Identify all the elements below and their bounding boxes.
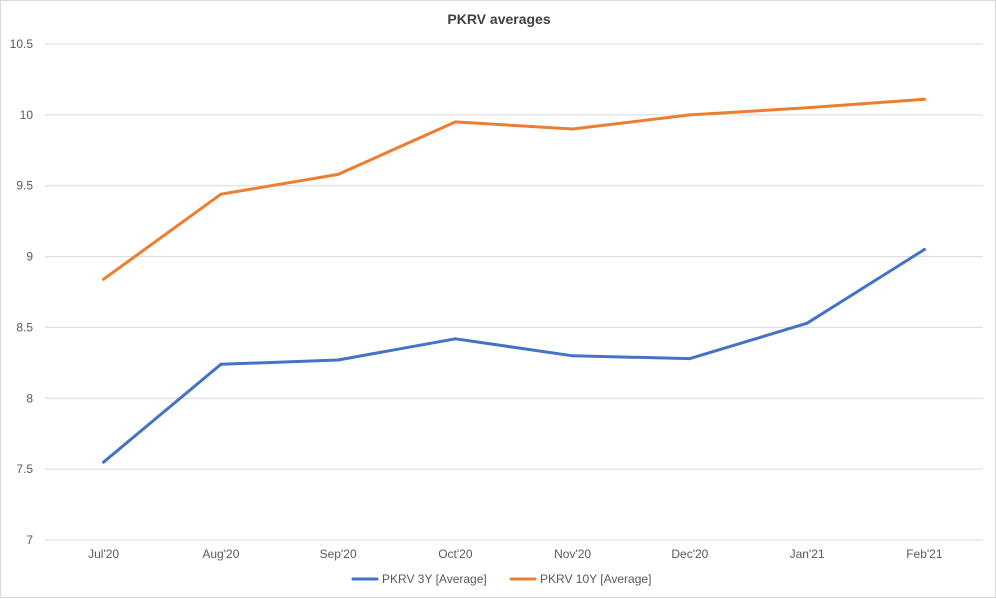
x-tick-label: Jan'21 (790, 547, 825, 561)
data-point (102, 460, 106, 464)
data-point (922, 247, 926, 251)
y-tick-label: 10.5 (10, 37, 34, 51)
data-point (571, 354, 575, 358)
legend-item: PKRV 10Y [Average] (509, 572, 651, 586)
data-point (571, 127, 575, 131)
x-tick-label: Oct'20 (438, 547, 473, 561)
gridlines (45, 43, 983, 541)
x-tick-label: Sep'20 (320, 547, 357, 561)
x-tick-label: Dec'20 (671, 547, 708, 561)
x-tick-label: Aug'20 (202, 547, 239, 561)
data-point (688, 113, 692, 117)
data-point (219, 362, 223, 366)
data-point (453, 120, 457, 124)
data-point (336, 172, 340, 176)
y-tick-label: 9 (26, 250, 33, 264)
data-point (805, 321, 809, 325)
series-line-1 (102, 97, 926, 281)
chart-title: PKRV averages (447, 11, 550, 27)
legend: PKRV 3Y [Average] PKRV 10Y [Average] (351, 572, 651, 586)
x-axis-ticks: Jul'20 Aug'20 Sep'20 Oct'20 Nov'20 Dec'20 Jan'… (88, 547, 943, 561)
x-tick-label: Nov'20 (554, 547, 591, 561)
data-point (219, 192, 223, 196)
y-tick-label: 8.5 (16, 320, 33, 334)
series-lines (102, 97, 926, 464)
data-point (805, 106, 809, 110)
y-tick-label: 7.5 (16, 462, 33, 476)
legend-item: PKRV 3Y [Average] (351, 572, 487, 586)
y-tick-label: 8 (26, 391, 33, 405)
data-point (336, 358, 340, 362)
data-point (453, 337, 457, 341)
data-point (922, 97, 926, 101)
y-tick-label: 10 (20, 108, 34, 122)
y-tick-label: 9.5 (16, 179, 33, 193)
series-line-0 (102, 248, 926, 464)
data-point (102, 277, 106, 281)
data-point (688, 357, 692, 361)
x-tick-label: Feb'21 (906, 547, 943, 561)
legend-label: PKRV 3Y [Average] (382, 572, 487, 586)
y-tick-label: 7 (26, 533, 33, 547)
x-tick-label: Jul'20 (88, 547, 119, 561)
legend-label: PKRV 10Y [Average] (540, 572, 651, 586)
y-axis-ticks: 7 7.5 8 8.5 9 9.5 10 10.5 (10, 37, 34, 547)
